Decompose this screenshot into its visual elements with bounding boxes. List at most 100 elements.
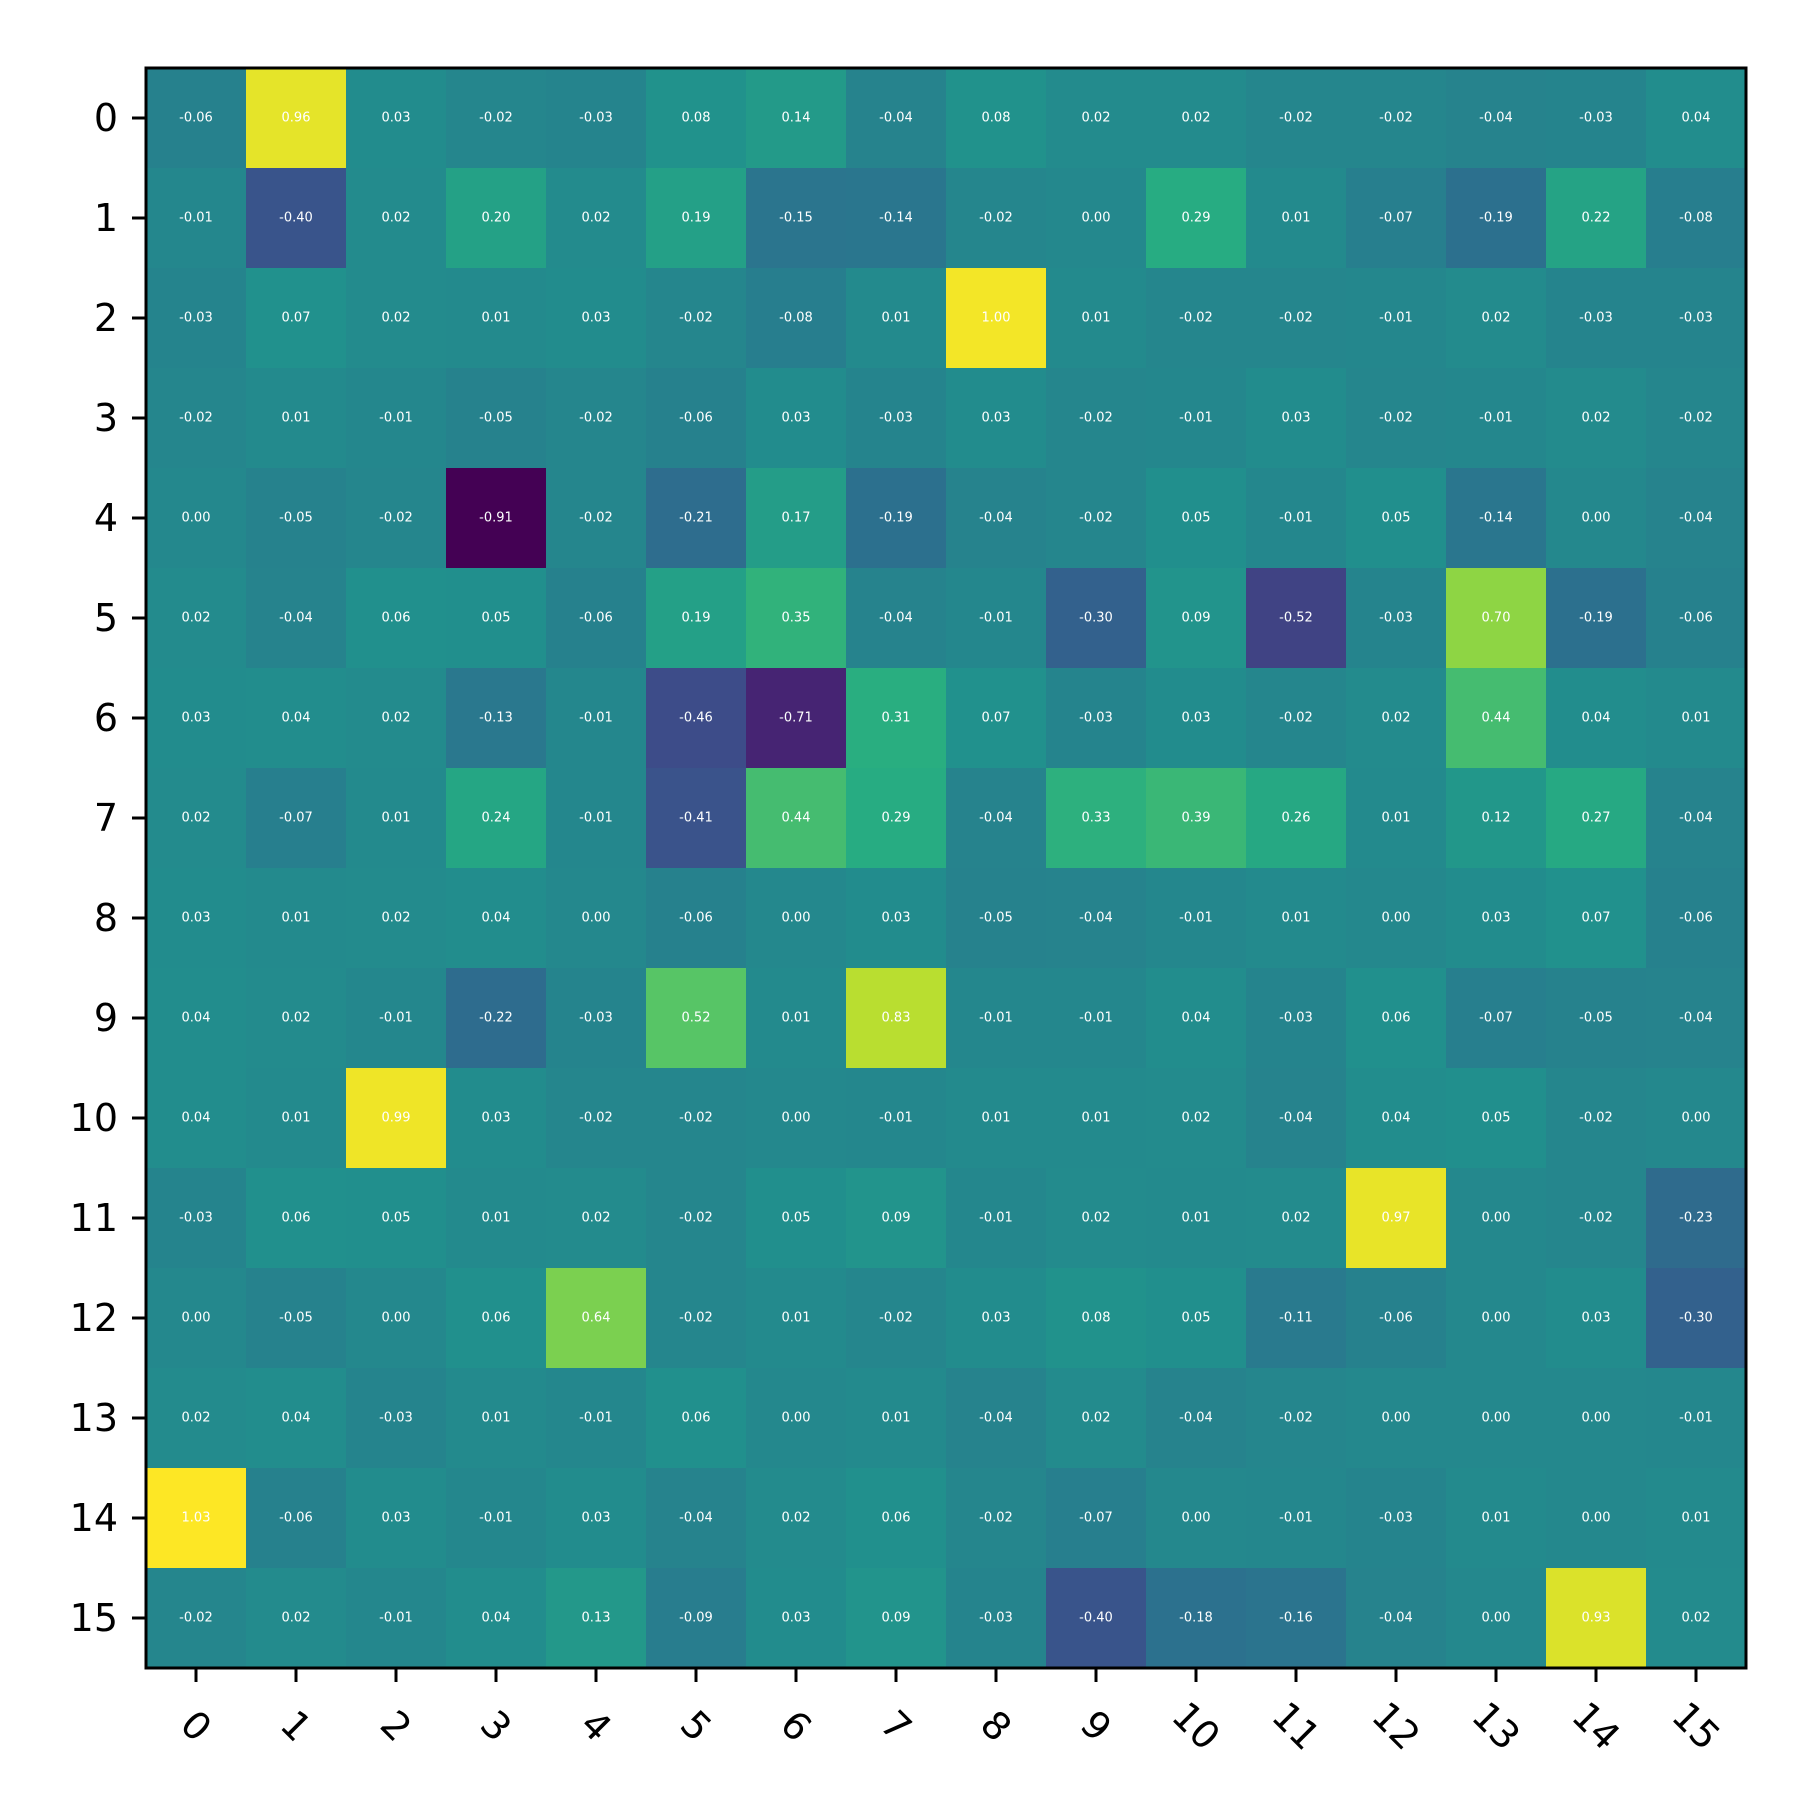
heatmap-cell [1146, 1168, 1247, 1269]
cell-value-label: -0.19 [879, 511, 913, 526]
heatmap-cell [646, 1068, 747, 1169]
cell-value-label: 0.03 [482, 1111, 511, 1126]
heatmap-cell [646, 968, 747, 1069]
heatmap-cell [146, 68, 247, 169]
heatmap-cell [346, 1368, 447, 1469]
heatmap-cells [146, 68, 1747, 1669]
cell-value-label: 0.02 [1682, 1611, 1711, 1626]
heatmap-cell [946, 268, 1047, 369]
heatmap-cell [146, 768, 247, 869]
heatmap-cell [346, 1168, 447, 1269]
cell-value-label: -0.14 [1479, 511, 1513, 526]
heatmap-cell [646, 68, 747, 169]
heatmap-cell [746, 968, 847, 1069]
cell-value-label: 0.03 [1182, 711, 1211, 726]
cell-value-label: 0.24 [482, 811, 511, 826]
heatmap-cell [1446, 1468, 1547, 1569]
heatmap-cell [446, 768, 547, 869]
cell-value-label: -0.02 [1079, 511, 1113, 526]
cell-value-label: -0.02 [379, 511, 413, 526]
heatmap-cell [1046, 468, 1147, 569]
heatmap-cell [846, 268, 947, 369]
cell-value-label: -0.02 [1179, 311, 1213, 326]
heatmap-cell [946, 68, 1047, 169]
heatmap-cell [346, 68, 447, 169]
cell-value-label: 0.08 [1082, 1311, 1111, 1326]
heatmap-cell [1546, 468, 1647, 569]
heatmap-cell [1446, 568, 1547, 669]
heatmap-cell [1246, 268, 1347, 369]
heatmap-cell [546, 1368, 647, 1469]
heatmap-cell [346, 768, 447, 869]
cell-value-label: 0.09 [882, 1611, 911, 1626]
heatmap-cell [446, 868, 547, 969]
heatmap-cell [746, 1468, 847, 1569]
cell-value-label: -0.06 [1679, 911, 1713, 926]
cell-value-label: 0.02 [1482, 311, 1511, 326]
cell-value-label: 0.00 [1582, 1511, 1611, 1526]
heatmap-cell [446, 568, 547, 669]
heatmap-cell [1546, 1068, 1647, 1169]
cell-value-label: -0.30 [1679, 1311, 1713, 1326]
heatmap-cell [246, 268, 347, 369]
heatmap-cell [146, 468, 247, 569]
heatmap-cell [446, 268, 547, 369]
heatmap-cell [1646, 468, 1747, 569]
heatmap-cell [946, 768, 1047, 869]
cell-value-label: 0.00 [782, 1111, 811, 1126]
heatmap-cell [946, 568, 1047, 669]
heatmap-cell [1246, 868, 1347, 969]
cell-value-label: -0.02 [1379, 111, 1413, 126]
heatmap-cell [1246, 1468, 1347, 1569]
heatmap-cell [1646, 368, 1747, 469]
cell-value-label: 0.01 [282, 411, 311, 426]
heatmap-cell [946, 1168, 1047, 1269]
heatmap-cell [846, 868, 947, 969]
cell-value-label: -0.03 [979, 1611, 1013, 1626]
cell-value-label: -0.01 [979, 1211, 1013, 1226]
cell-value-label: 0.02 [1082, 1211, 1111, 1226]
heatmap-cell [846, 468, 947, 569]
y-tick-label: 12 [70, 1296, 118, 1340]
cell-value-label: 0.01 [1182, 1211, 1211, 1226]
cell-value-label: -0.08 [779, 311, 813, 326]
cell-value-label: -0.40 [279, 211, 313, 226]
cell-value-label: 0.02 [582, 1211, 611, 1226]
cell-value-label: 0.33 [1082, 811, 1111, 826]
heatmap-cell [546, 868, 647, 969]
heatmap-cell [1046, 868, 1147, 969]
cell-value-label: 0.70 [1482, 611, 1511, 626]
cell-value-label: 0.00 [1482, 1311, 1511, 1326]
cell-value-label: 0.01 [782, 1311, 811, 1326]
cell-value-label: -0.01 [579, 711, 613, 726]
heatmap-cell [246, 1268, 347, 1369]
heatmap-cell [646, 1168, 747, 1269]
heatmap-cell [846, 668, 947, 769]
heatmap-cell [146, 568, 247, 669]
cell-value-label: -0.11 [1279, 1311, 1313, 1326]
heatmap-cell [246, 1468, 347, 1569]
heatmap-cell [346, 1268, 447, 1369]
heatmap-cell [1646, 168, 1747, 269]
heatmap-cell [846, 1368, 947, 1469]
heatmap-cell [146, 968, 247, 1069]
heatmap-cell [1646, 1368, 1747, 1469]
heatmap-cell [646, 768, 747, 869]
heatmap-cell [1046, 968, 1147, 1069]
y-tick-label: 7 [94, 796, 118, 840]
cell-value-label: 0.05 [1482, 1111, 1511, 1126]
heatmap-cell [1446, 1368, 1547, 1469]
cell-value-label: -0.02 [679, 311, 713, 326]
cell-value-label: -0.03 [179, 1211, 213, 1226]
cell-value-label: -0.41 [679, 811, 713, 826]
heatmap-cell [1346, 1068, 1447, 1169]
y-tick-label: 0 [94, 96, 118, 140]
heatmap-cell [646, 1468, 747, 1569]
cell-value-label: -0.02 [679, 1311, 713, 1326]
cell-value-label: 0.93 [1582, 1611, 1611, 1626]
heatmap-cell [446, 168, 547, 269]
cell-value-label: -0.03 [1579, 311, 1613, 326]
heatmap-cell [646, 368, 747, 469]
heatmap-cell [446, 468, 547, 569]
